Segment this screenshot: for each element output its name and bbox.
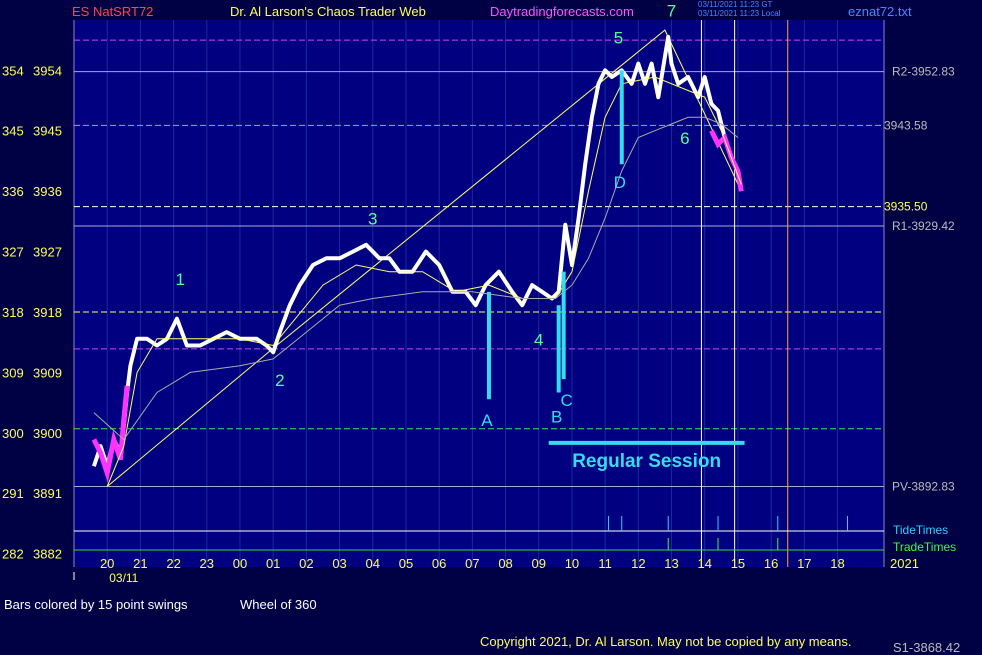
y-tick-label-price: 3936 xyxy=(33,184,62,199)
event-label: C xyxy=(561,391,573,410)
swing-label: 3 xyxy=(368,210,377,229)
y-tick-label-left: 309 xyxy=(2,365,24,380)
tide-times-label: TideTimes xyxy=(893,523,948,537)
chart-title: Dr. Al Larson's Chaos Trader Web xyxy=(230,4,426,19)
trade-times-label: TradeTimes xyxy=(893,540,956,554)
plot-area xyxy=(74,20,884,567)
y-tick-label-price: 3918 xyxy=(33,305,62,320)
y-tick-label-left: 336 xyxy=(2,184,24,199)
y-tick-label-price: 3909 xyxy=(33,365,62,380)
y-tick-label-price: 3882 xyxy=(33,547,62,562)
swing-label: 2 xyxy=(275,371,284,390)
y-tick-label-price: 3945 xyxy=(33,124,62,139)
swing-label: 5 xyxy=(614,28,623,47)
level-label: 3943.58 xyxy=(884,118,928,132)
timestamp-line-1: 03/11/2021 11:23 GT xyxy=(698,0,773,9)
website-label: Daytradingforecasts.com xyxy=(490,4,634,19)
x-tick-label: 06 xyxy=(432,556,446,571)
timestamp-stamp: 03/11/2021 11:23 GT 03/11/2021 11:23 Loc… xyxy=(698,0,780,18)
session-label: Regular Session xyxy=(572,451,721,472)
x-tick-label: 14 xyxy=(698,556,712,571)
swing-note: Bars colored by 15 point swings xyxy=(4,597,188,612)
x-tick-label: 18 xyxy=(830,556,844,571)
y-tick-label-left: 327 xyxy=(2,245,24,260)
x-tick-label: 01 xyxy=(266,556,280,571)
x-tick-label: 02 xyxy=(299,556,313,571)
file-label: eznat72.txt xyxy=(848,4,912,19)
y-tick-label-left: 318 xyxy=(2,305,24,320)
swing-down-bars xyxy=(91,385,130,483)
event-label: D xyxy=(614,173,626,192)
x-year-label: 2021 xyxy=(890,556,919,571)
pivot-trend-line xyxy=(106,29,742,487)
y-tick-label-left: 345 xyxy=(2,124,24,139)
swing-label: 6 xyxy=(680,129,689,148)
level-label: R1-3929.42 xyxy=(892,219,955,233)
x-tick-label: 12 xyxy=(631,556,645,571)
y-tick-label-left: 282 xyxy=(2,547,24,562)
x-tick-label: 17 xyxy=(797,556,811,571)
swing-label: 4 xyxy=(534,331,543,350)
copyright-note: Copyright 2021, Dr. Al Larson. May not b… xyxy=(480,634,852,649)
event-label: A xyxy=(481,411,493,430)
cut-off-level-label: S1-3868.42 xyxy=(893,640,961,655)
swing-label: 7 xyxy=(667,2,676,21)
level-label: 3935.50 xyxy=(884,200,928,214)
x-tick-label: 23 xyxy=(200,556,214,571)
y-tick-label-price: 3891 xyxy=(33,486,62,501)
y-tick-label-price: 3954 xyxy=(33,63,62,78)
x-tick-label: 15 xyxy=(731,556,745,571)
level-label: PV-3892.83 xyxy=(892,479,955,493)
y-tick-label-left: 291 xyxy=(2,486,24,501)
swing-label: 1 xyxy=(175,270,184,289)
y-tick-label-left: 354 xyxy=(2,63,24,78)
x-tick-label: 00 xyxy=(233,556,247,571)
symbol-label: ES NatSRT72 xyxy=(72,4,154,19)
x-tick-label: 09 xyxy=(532,556,546,571)
x-tick-label: 20 xyxy=(100,556,114,571)
x-date-label: 03/11 xyxy=(109,571,138,585)
x-tick-label: 10 xyxy=(565,556,579,571)
event-label: B xyxy=(551,408,562,427)
slow-moving-average xyxy=(93,116,739,441)
y-tick-label-left: 300 xyxy=(2,426,24,441)
wheel-note: Wheel of 360 xyxy=(240,597,317,612)
x-tick-label: 03 xyxy=(332,556,346,571)
y-tick-label-price: 3900 xyxy=(33,426,62,441)
x-tick-label: 08 xyxy=(498,556,512,571)
x-tick-label: 07 xyxy=(465,556,479,571)
timestamp-line-2: 03/11/2021 11:23 Local xyxy=(698,9,781,18)
x-tick-label: 11 xyxy=(598,556,612,571)
level-label: R2-3952.83 xyxy=(892,65,955,79)
x-tick-label: 04 xyxy=(366,556,380,571)
x-tick-label: 05 xyxy=(399,556,413,571)
x-tick-label: 16 xyxy=(764,556,778,571)
x-tick-label: 21 xyxy=(133,556,147,571)
x-tick-label: 13 xyxy=(664,556,678,571)
y-tick-label-price: 3927 xyxy=(33,245,62,260)
x-tick-label: 22 xyxy=(166,556,180,571)
